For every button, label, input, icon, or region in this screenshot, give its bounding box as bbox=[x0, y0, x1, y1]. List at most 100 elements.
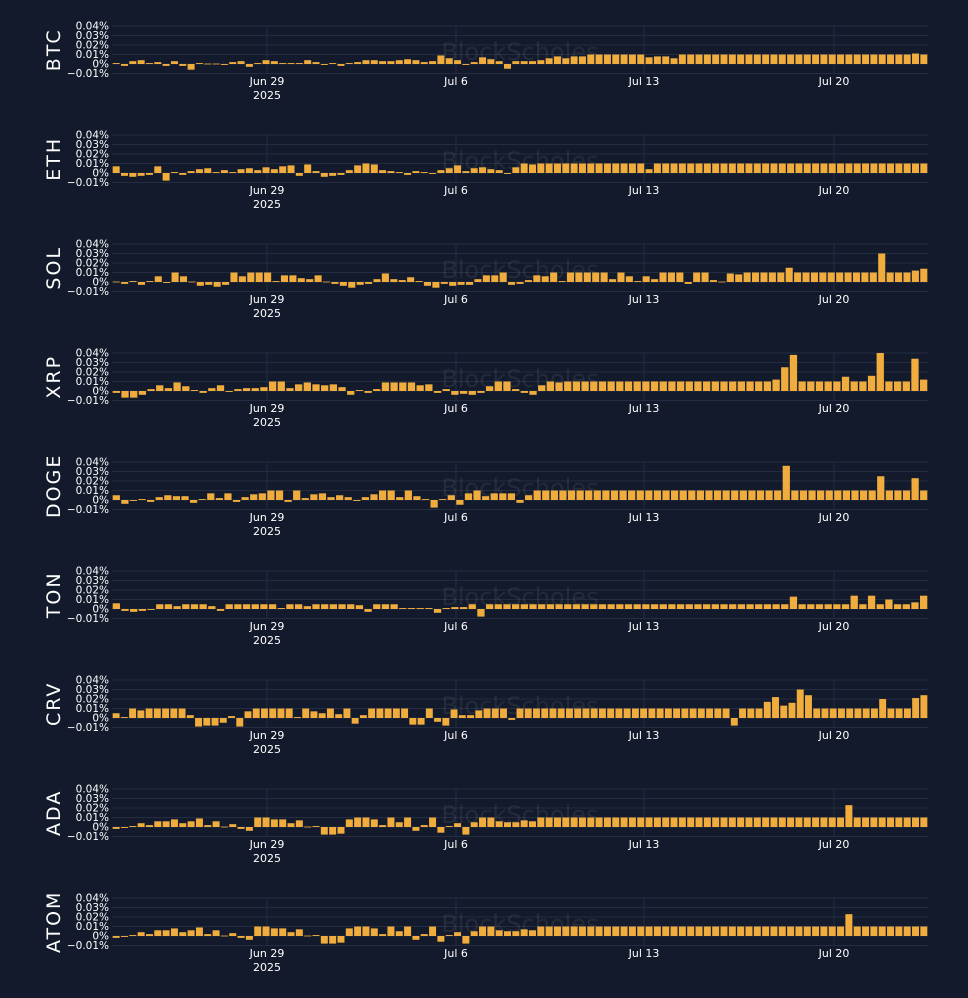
x-tick-label: Jul 6 bbox=[443, 947, 468, 960]
y-tick-label: 0.03% bbox=[76, 902, 109, 914]
bar bbox=[474, 279, 482, 282]
bar bbox=[179, 932, 187, 936]
bar bbox=[612, 926, 620, 936]
bar bbox=[353, 500, 361, 501]
bar bbox=[236, 718, 244, 727]
bar bbox=[241, 497, 249, 500]
bar bbox=[726, 273, 734, 282]
bar bbox=[495, 170, 503, 173]
bar bbox=[624, 381, 633, 391]
bar bbox=[195, 169, 203, 173]
bar bbox=[454, 165, 462, 173]
bar bbox=[173, 606, 181, 609]
y-tick-label: 0% bbox=[92, 931, 109, 943]
bar bbox=[204, 934, 212, 936]
bar bbox=[878, 163, 886, 173]
bar bbox=[642, 381, 650, 391]
bar bbox=[876, 604, 884, 609]
bar bbox=[902, 490, 911, 500]
series-label: ATOM bbox=[43, 891, 65, 953]
bar bbox=[364, 391, 372, 393]
funding-panel-ton: BlockScholes 0.04%0.03%0.02%0.01%0%−0.01%… bbox=[43, 566, 928, 647]
bar bbox=[870, 163, 878, 173]
bar bbox=[533, 275, 541, 282]
bar bbox=[138, 499, 146, 500]
bar bbox=[662, 56, 670, 64]
bar bbox=[650, 381, 659, 391]
bar bbox=[755, 381, 763, 391]
bar bbox=[817, 490, 825, 500]
bar bbox=[712, 926, 720, 936]
bar bbox=[390, 604, 398, 609]
bar bbox=[824, 604, 832, 609]
bar bbox=[320, 64, 328, 65]
x-tick-label: Jul 6 bbox=[443, 620, 468, 633]
bar bbox=[574, 708, 582, 718]
bar bbox=[694, 381, 702, 391]
bar bbox=[270, 169, 278, 173]
bar bbox=[318, 713, 326, 718]
bar bbox=[808, 490, 816, 500]
y-tick-label: −0.01% bbox=[67, 177, 109, 189]
bar bbox=[678, 54, 686, 64]
bar bbox=[412, 936, 420, 940]
bar bbox=[869, 272, 877, 282]
bar bbox=[670, 58, 678, 64]
y-tick-label: 0% bbox=[92, 277, 109, 289]
bar bbox=[667, 272, 675, 282]
bar bbox=[251, 388, 259, 391]
bar bbox=[595, 163, 603, 173]
bar bbox=[770, 817, 778, 827]
y-tick-label: 0.04% bbox=[76, 130, 109, 142]
bar bbox=[423, 282, 431, 286]
bar bbox=[407, 277, 415, 282]
bar bbox=[781, 604, 789, 609]
bar bbox=[204, 825, 212, 827]
bar bbox=[895, 54, 903, 64]
bar bbox=[633, 604, 641, 609]
bar bbox=[633, 381, 641, 391]
bar bbox=[207, 493, 215, 500]
bar bbox=[537, 817, 545, 827]
bar bbox=[645, 169, 653, 173]
bar bbox=[284, 500, 292, 502]
bar bbox=[598, 381, 607, 391]
bar bbox=[287, 823, 295, 827]
bar bbox=[112, 166, 120, 173]
x-tick-label: Jun 29 bbox=[249, 293, 285, 306]
bar bbox=[789, 596, 798, 609]
bar bbox=[558, 281, 566, 282]
bar bbox=[728, 926, 736, 936]
bar bbox=[304, 60, 312, 64]
bar bbox=[503, 604, 511, 609]
bar bbox=[437, 827, 445, 833]
bar bbox=[770, 54, 778, 64]
bar bbox=[373, 279, 381, 282]
bar bbox=[753, 54, 761, 64]
bar bbox=[354, 817, 362, 827]
bar bbox=[662, 926, 670, 936]
bar bbox=[495, 930, 503, 936]
bar bbox=[780, 705, 788, 718]
bar bbox=[204, 63, 212, 65]
bar bbox=[578, 817, 586, 827]
bar bbox=[182, 386, 190, 391]
bar bbox=[755, 708, 763, 718]
bar bbox=[137, 60, 145, 64]
bar bbox=[575, 272, 583, 282]
bar bbox=[362, 163, 370, 173]
bar bbox=[487, 817, 495, 827]
x-tick-label: Jul 6 bbox=[443, 293, 468, 306]
bar bbox=[720, 54, 728, 64]
bar bbox=[607, 708, 615, 718]
bar bbox=[440, 282, 448, 284]
bar bbox=[229, 824, 237, 827]
y-tick-label: 0.03% bbox=[76, 684, 109, 696]
bar bbox=[553, 56, 561, 64]
bar bbox=[752, 272, 760, 282]
bar bbox=[911, 358, 919, 391]
bar bbox=[260, 387, 268, 391]
bar bbox=[504, 822, 511, 827]
bar bbox=[491, 275, 499, 282]
